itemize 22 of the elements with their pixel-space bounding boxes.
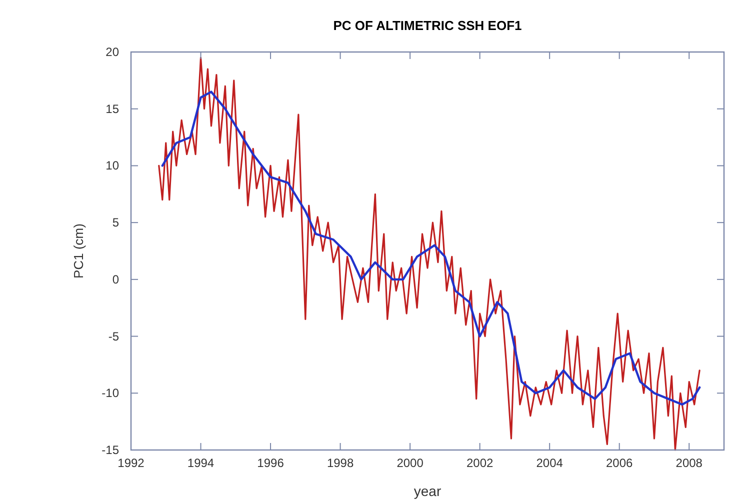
y-tick-label: -10 — [102, 386, 120, 400]
y-tick-label: 20 — [106, 45, 120, 59]
x-tick-label: 1994 — [187, 456, 214, 470]
y-axis-title: PC1 (cm) — [71, 224, 86, 278]
x-tick-label: 2002 — [466, 456, 494, 470]
x-tick-label: 1992 — [118, 456, 145, 470]
x-tick-label: 2008 — [676, 456, 703, 470]
x-tick-label: 1998 — [326, 456, 354, 470]
y-tick-label: 10 — [106, 158, 120, 173]
x-tick-label: 1996 — [257, 456, 284, 470]
line-series — [161, 90, 701, 406]
y-tick-label: -15 — [102, 443, 120, 457]
x-tick-label: 2006 — [606, 456, 634, 470]
line-series — [158, 56, 700, 451]
y-tick-label: 15 — [106, 102, 120, 116]
y-tick-label: -5 — [108, 329, 120, 344]
y-tick-label: 5 — [112, 216, 120, 230]
x-tick-label: 2000 — [396, 456, 424, 470]
y-tick-label: 0 — [112, 272, 120, 286]
x-axis-title: year — [414, 483, 442, 499]
x-tick-label: 2004 — [536, 456, 564, 470]
chart-title: PC OF ALTIMETRIC SSH EOF1 — [333, 18, 522, 33]
